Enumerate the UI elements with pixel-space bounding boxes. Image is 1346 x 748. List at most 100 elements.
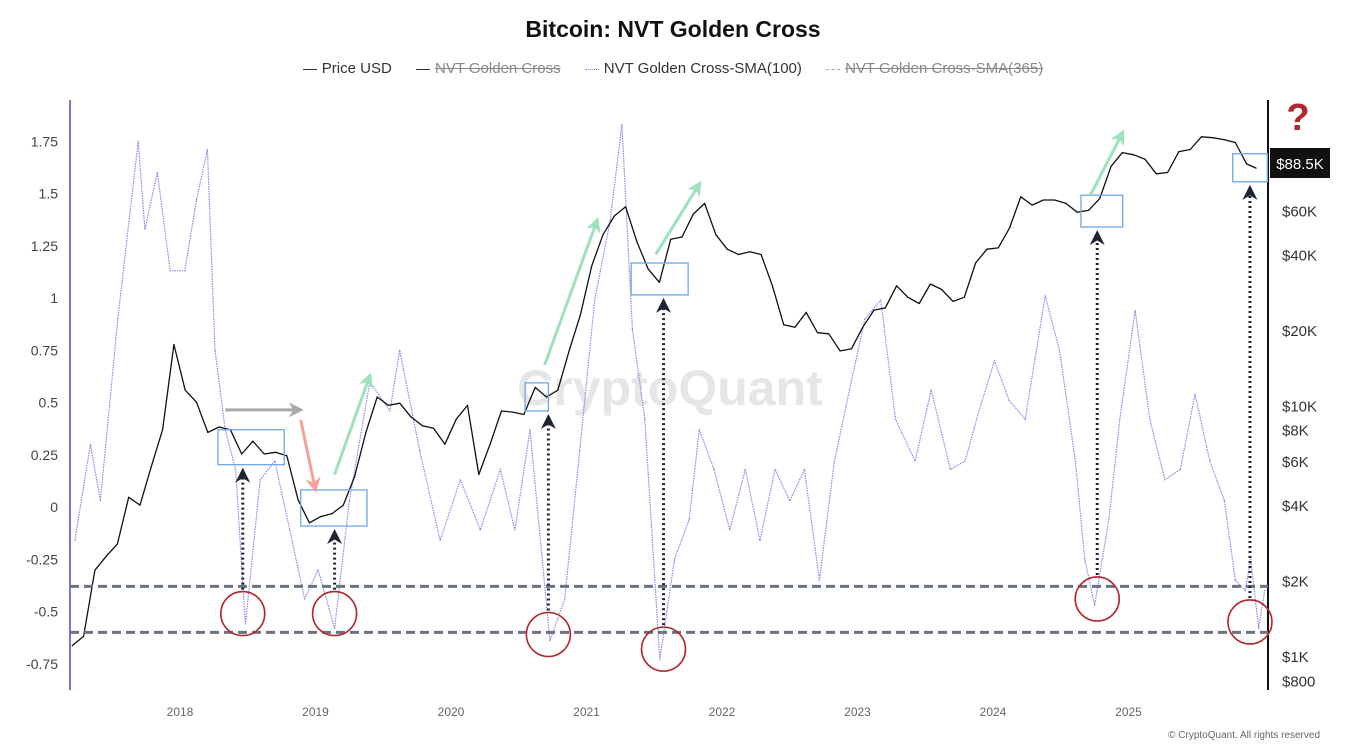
price-point bbox=[941, 288, 943, 291]
sma100-point bbox=[1244, 590, 1246, 592]
signal-circle bbox=[525, 611, 572, 658]
current-price-badge bbox=[1270, 148, 1330, 178]
price-point bbox=[602, 234, 604, 236]
current-price-label: $88.5K bbox=[1276, 156, 1324, 173]
price-consolidation-box bbox=[630, 262, 689, 296]
price-point bbox=[624, 206, 627, 208]
price-point bbox=[218, 426, 220, 428]
legend-swatch-sma365 bbox=[826, 68, 841, 70]
sma100-point bbox=[419, 449, 421, 452]
watermark: CryptoQuant bbox=[517, 360, 823, 416]
sma100-point bbox=[1094, 604, 1096, 606]
price-point bbox=[1200, 136, 1203, 138]
x-axis-tick-label: 2021 bbox=[573, 705, 600, 719]
sma100-point bbox=[789, 500, 791, 502]
price-series-line bbox=[71, 136, 1257, 647]
price-point bbox=[512, 411, 514, 413]
sma100-point bbox=[949, 468, 952, 470]
right-axis-tick-label: $40K bbox=[1282, 248, 1317, 265]
price-point bbox=[658, 281, 661, 283]
sma100-point bbox=[1164, 479, 1166, 481]
left-axis-tick-label: 0.75 bbox=[31, 342, 58, 358]
legend-item-price[interactable]: Price USD bbox=[302, 60, 392, 77]
legend-label: Price USD bbox=[321, 60, 392, 77]
price-point bbox=[534, 386, 536, 388]
sma100-point bbox=[303, 598, 306, 600]
sma100-point bbox=[688, 518, 690, 521]
sma100-point bbox=[206, 149, 209, 151]
legend-item-nvt[interactable]: NVT Golden Cross bbox=[415, 60, 561, 77]
sma100-point bbox=[289, 529, 291, 531]
price-point bbox=[952, 300, 954, 303]
legend-item-sma365[interactable]: NVT Golden Cross-SMA(365) bbox=[826, 60, 1043, 77]
price-point bbox=[376, 396, 378, 398]
sma100-point bbox=[1149, 418, 1151, 420]
sma100-point bbox=[744, 468, 746, 470]
trend-arrow bbox=[654, 180, 702, 256]
price-point bbox=[715, 234, 717, 236]
sma100-point bbox=[317, 569, 319, 571]
price-point bbox=[94, 569, 96, 571]
price-point bbox=[850, 348, 853, 350]
sma100-point bbox=[993, 360, 996, 362]
price-point bbox=[162, 429, 164, 431]
sma100-point bbox=[1084, 558, 1086, 560]
sma100-point bbox=[1108, 518, 1110, 521]
price-point bbox=[1223, 138, 1225, 141]
price-point bbox=[1031, 204, 1033, 206]
price-point bbox=[173, 343, 175, 346]
price-point bbox=[986, 248, 988, 250]
price-point bbox=[975, 262, 977, 264]
legend-label: NVT Golden Cross-SMA(100) bbox=[603, 60, 802, 77]
price-point bbox=[1255, 167, 1257, 169]
price-point bbox=[1121, 152, 1124, 154]
sma100-point bbox=[369, 381, 371, 383]
price-point bbox=[1054, 199, 1056, 201]
sma100-point bbox=[184, 270, 186, 272]
x-axis-tick-label: 2020 bbox=[438, 705, 465, 719]
legend-item-sma100[interactable]: NVT Golden Cross-SMA(100) bbox=[584, 60, 802, 77]
x-axis-tick-label: 2019 bbox=[302, 705, 329, 719]
sma100-point bbox=[348, 500, 350, 502]
sma100-point bbox=[621, 123, 623, 126]
price-point bbox=[557, 389, 559, 391]
sma100-point bbox=[894, 418, 897, 420]
sma100-point bbox=[274, 460, 276, 462]
left-axis-tick-label: -0.5 bbox=[34, 604, 58, 620]
price-point bbox=[670, 238, 672, 240]
right-axis-tick-label: $6K bbox=[1282, 454, 1309, 471]
copyright-text: © CryptoQuant. All rights reserved bbox=[1168, 730, 1320, 741]
sma100-point bbox=[880, 299, 882, 301]
sma100-point bbox=[1119, 418, 1121, 420]
price-point bbox=[737, 253, 740, 256]
right-axis-tick-label: $10K bbox=[1282, 398, 1317, 415]
price-point bbox=[308, 522, 311, 524]
price-point bbox=[1008, 227, 1011, 229]
price-point bbox=[918, 302, 920, 305]
sma100-point bbox=[964, 460, 966, 462]
sma100-point bbox=[609, 220, 611, 222]
sma100-point bbox=[244, 623, 246, 625]
sma100-point bbox=[1194, 393, 1196, 395]
price-point bbox=[647, 268, 649, 270]
trend-arrow bbox=[299, 419, 321, 493]
price-point bbox=[342, 504, 344, 506]
sma100-point bbox=[673, 558, 676, 560]
sma100-point bbox=[529, 429, 531, 431]
price-point bbox=[1234, 141, 1236, 144]
price-point bbox=[421, 425, 423, 427]
price-consolidation-box bbox=[1080, 194, 1124, 228]
sma100-point bbox=[514, 529, 516, 531]
sma100-point bbox=[333, 627, 336, 629]
right-axis-tick-label: $2K bbox=[1282, 574, 1309, 591]
sma100-point bbox=[1223, 500, 1226, 502]
price-consolidation-box bbox=[300, 489, 368, 527]
sma100-point bbox=[848, 389, 851, 391]
price-point bbox=[195, 401, 198, 403]
signal-circle bbox=[1074, 576, 1121, 622]
sma100-point bbox=[549, 640, 551, 642]
price-point bbox=[478, 473, 480, 476]
price-point bbox=[184, 389, 186, 391]
sma100-point bbox=[1134, 309, 1136, 312]
